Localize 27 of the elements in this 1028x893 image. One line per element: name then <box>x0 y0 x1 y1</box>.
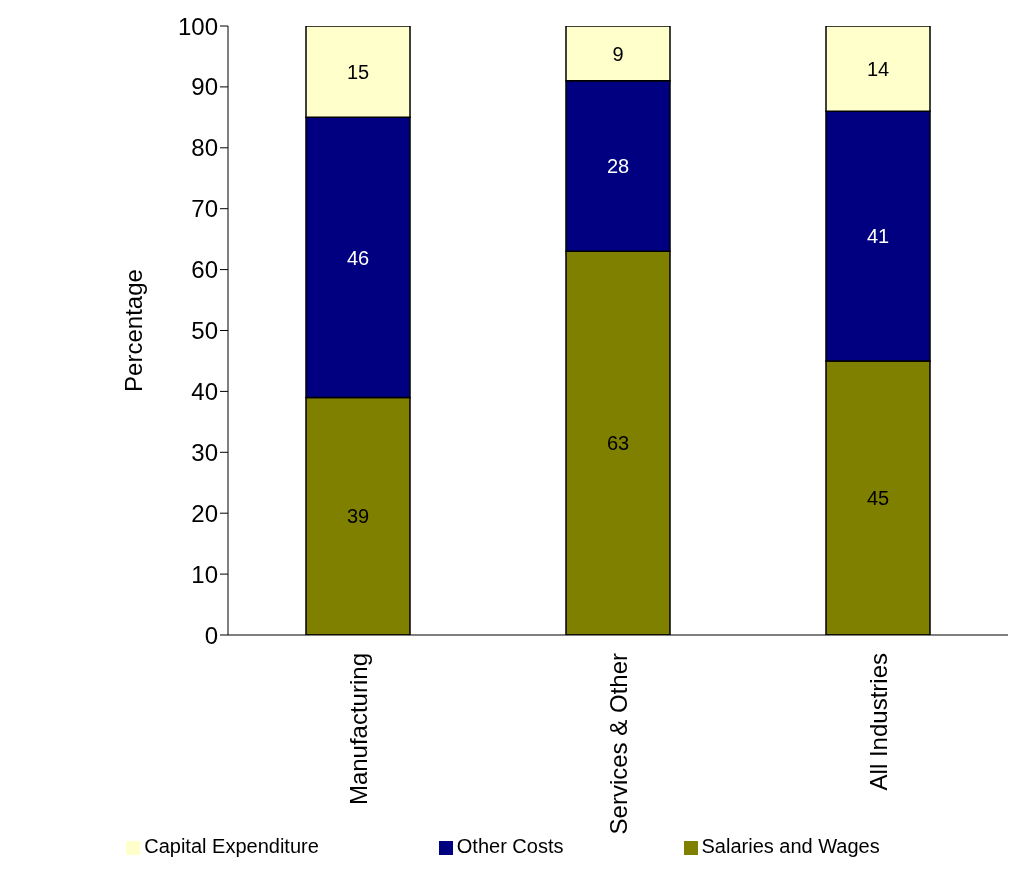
data-label: 28 <box>606 155 630 178</box>
y-tick-label: 100 <box>177 12 218 40</box>
data-label: 9 <box>612 42 624 65</box>
y-tick-label: 60 <box>191 256 218 284</box>
y-tick-label: 50 <box>191 317 218 345</box>
legend-label: Other Costs <box>456 835 564 857</box>
data-label: 15 <box>346 60 370 83</box>
data-label: 45 <box>866 487 890 510</box>
legend-label: Salaries and Wages <box>701 835 880 857</box>
legend-label: Capital Expenditure <box>144 835 319 857</box>
y-tick-label: 70 <box>191 195 218 223</box>
data-label: 39 <box>346 505 370 528</box>
data-label: 63 <box>606 432 630 455</box>
x-tick-label: All Industries <box>864 653 892 791</box>
y-tick-label: 80 <box>191 134 218 162</box>
x-tick-label: Services & Other <box>604 653 632 835</box>
data-label: 41 <box>866 225 890 248</box>
data-label: 14 <box>866 57 890 80</box>
y-axis-title: Percentage <box>119 269 147 392</box>
y-tick-label: 20 <box>191 499 218 527</box>
data-label: 46 <box>346 246 370 269</box>
x-tick-label: Manufacturing <box>344 653 372 806</box>
y-tick-label: 0 <box>204 621 218 649</box>
y-tick-label: 10 <box>191 560 218 588</box>
y-tick-label: 90 <box>191 73 218 101</box>
y-tick-label: 30 <box>191 438 218 466</box>
y-tick-label: 40 <box>191 377 218 405</box>
